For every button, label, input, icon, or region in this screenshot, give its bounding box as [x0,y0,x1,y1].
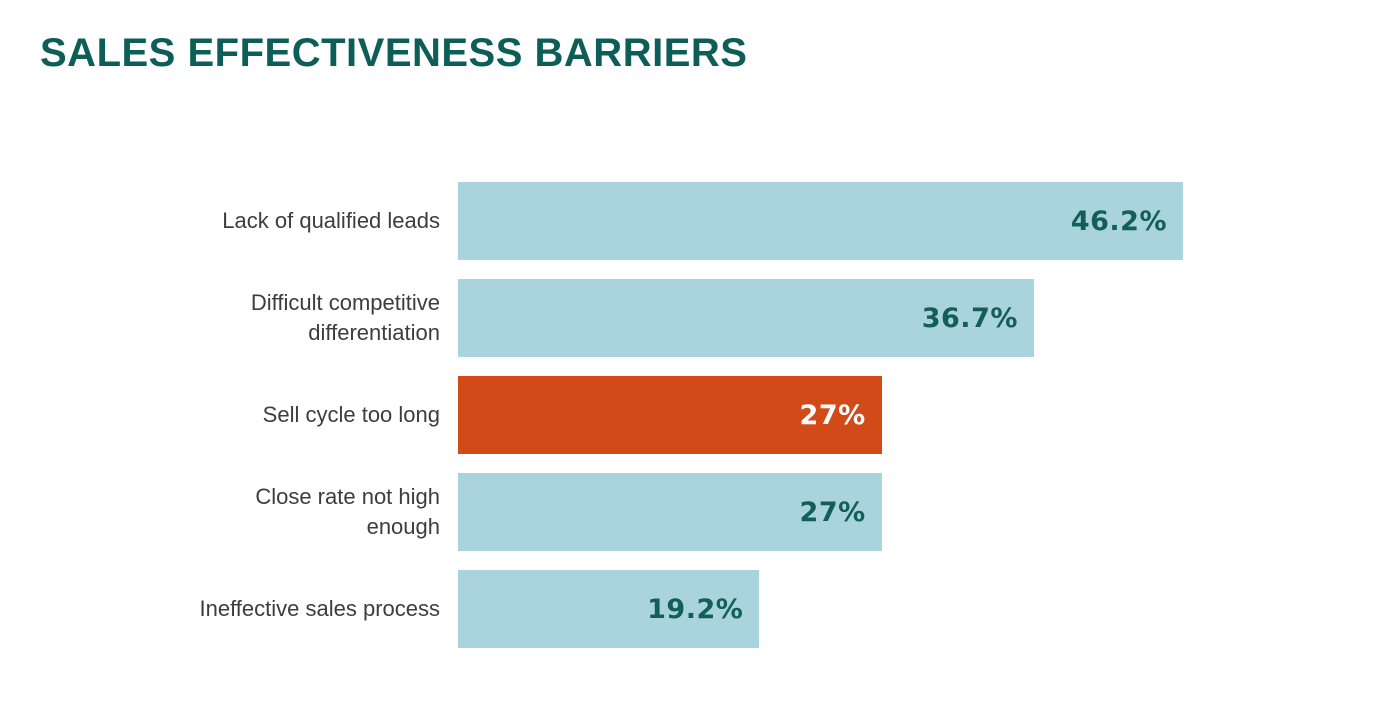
bar-row: Lack of qualified leads 46.2% [0,182,1381,260]
bar-track: 27% [458,473,1381,551]
bar-row: Ineffective sales process 19.2% [0,570,1381,648]
bar: 46.2% [458,182,1183,260]
bar: 27% [458,376,882,454]
bar-row: Difficult competitive differentiation 36… [0,279,1381,357]
bar: 27% [458,473,882,551]
bar: 36.7% [458,279,1034,357]
bar-value-label: 27% [799,399,866,431]
bar-chart: Lack of qualified leads 46.2% Difficult … [0,182,1381,648]
bar-label: Sell cycle too long [262,402,440,427]
bar-label: Lack of qualified leads [222,208,440,233]
bar-label: Difficult competitive differentiation [250,290,440,345]
bar-label: Ineffective sales process [199,596,441,621]
bar-value-label: 27% [799,496,866,528]
page-title: SALES EFFECTIVENESS BARRIERS [40,31,748,75]
bar-value-label: 46.2% [1070,205,1167,237]
bar: 19.2% [458,570,760,648]
bar-row: Sell cycle too long 27% [0,376,1381,454]
bar-track: 27% [458,376,1381,454]
bar-row: Close rate not high enough 27% [0,473,1381,551]
bar-value-label: 19.2% [647,593,744,625]
bar-value-label: 36.7% [921,302,1018,334]
bar-track: 46.2% [458,182,1381,260]
bar-track: 36.7% [458,279,1381,357]
bar-track: 19.2% [458,570,1381,648]
bar-label: Close rate not high enough [255,484,440,539]
